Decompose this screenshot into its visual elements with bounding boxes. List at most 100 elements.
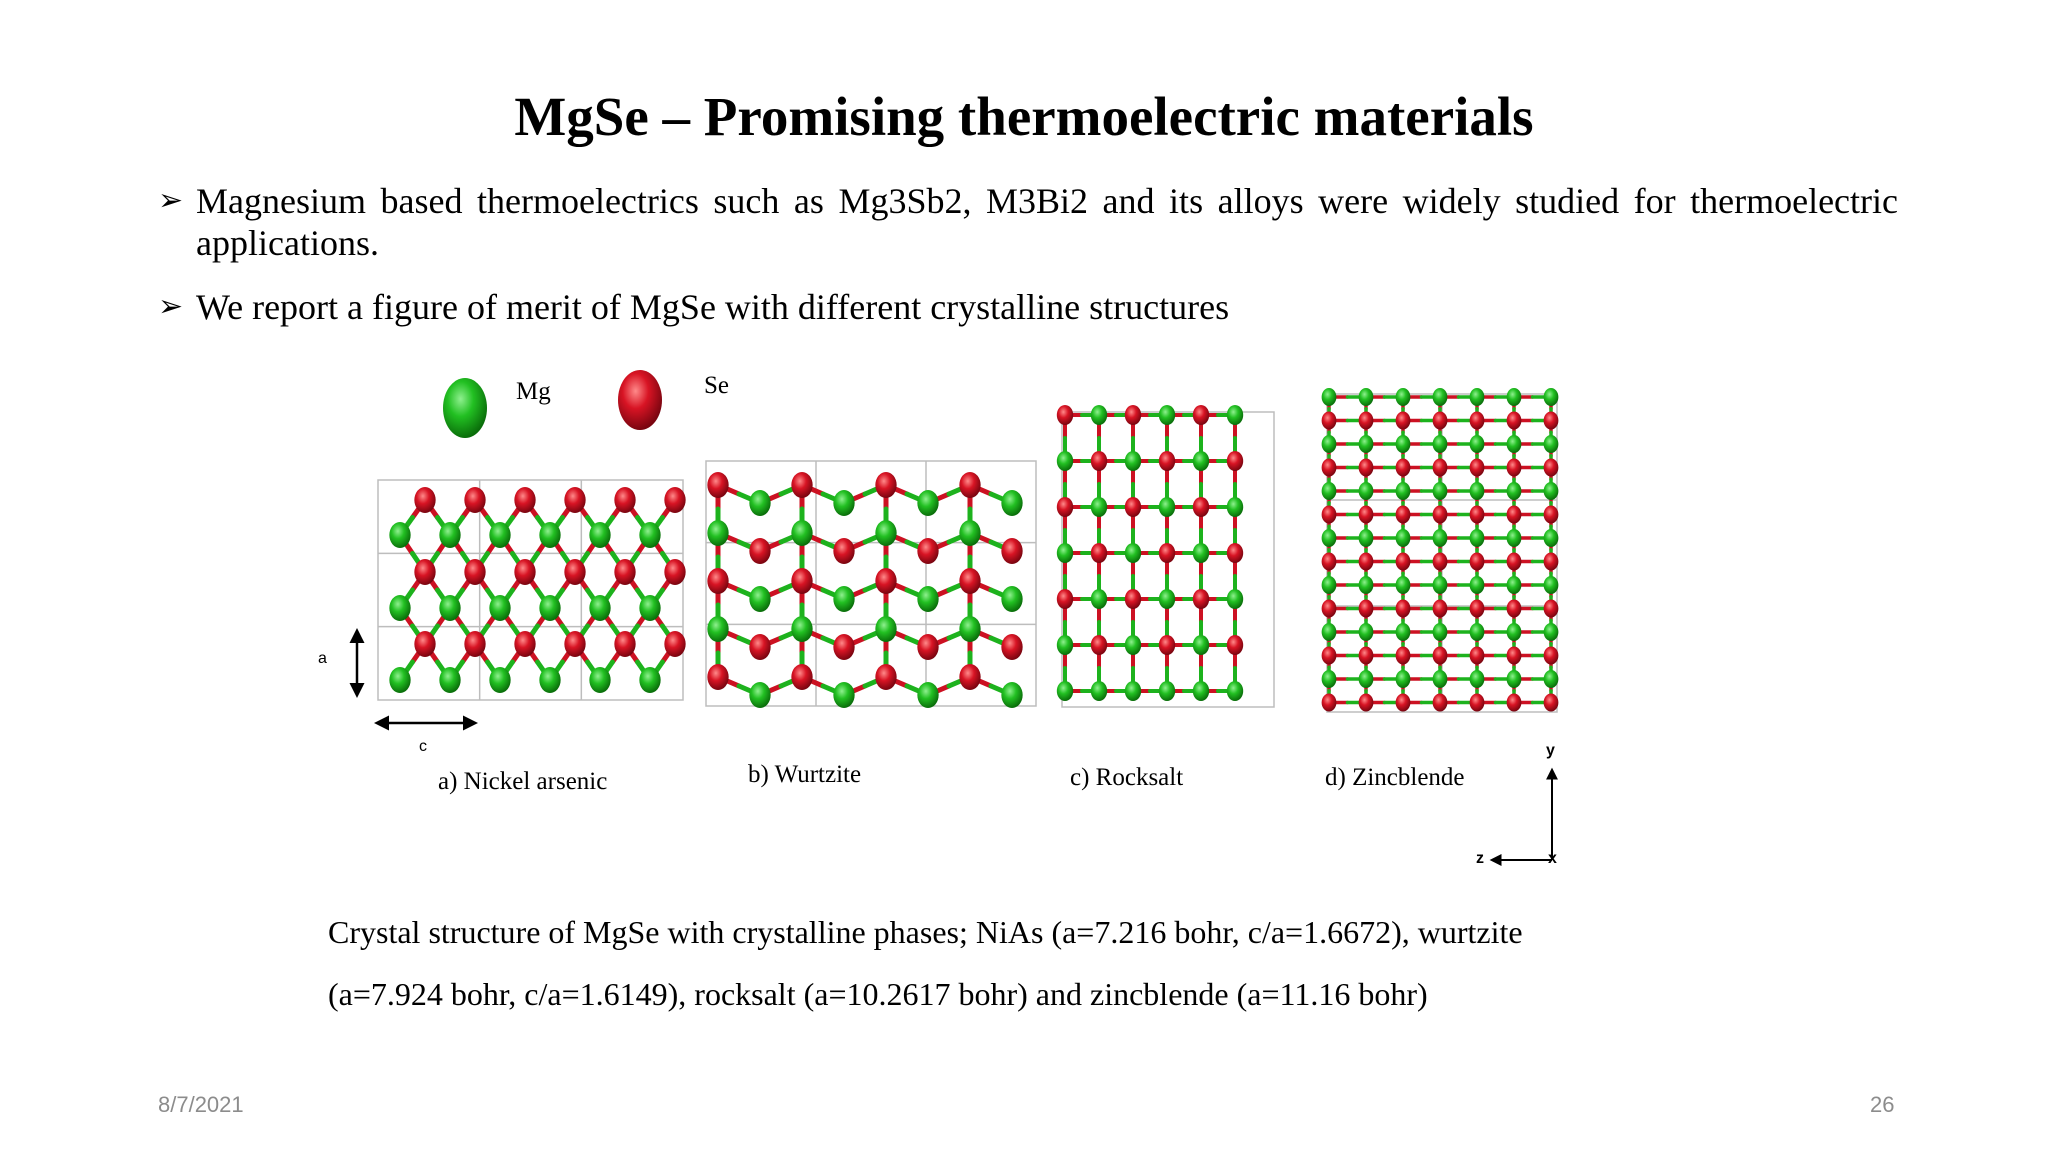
se-atom <box>1432 411 1448 430</box>
se-atom <box>1321 646 1337 665</box>
se-atom <box>1124 405 1142 425</box>
mg-atom <box>791 520 813 546</box>
rocksalt-structure <box>1056 405 1275 708</box>
mg-atom <box>1469 388 1485 406</box>
se-atom <box>1090 635 1108 655</box>
bullet-text: Magnesium based thermoelectrics such as … <box>196 181 1898 263</box>
se-atom <box>1124 497 1142 517</box>
se-atom <box>414 487 436 513</box>
se-atom <box>1543 411 1559 430</box>
se-atom <box>1158 451 1176 471</box>
mg-atom <box>1543 623 1559 641</box>
se-atom <box>664 631 686 657</box>
se-atom <box>1506 458 1522 477</box>
mg-atom <box>489 522 511 548</box>
se-atom <box>1432 458 1448 477</box>
se-atom <box>1056 589 1074 609</box>
se-atom <box>564 631 586 657</box>
mg-atom <box>1506 670 1522 688</box>
bullet-item: ➢ We report a figure of merit of MgSe wi… <box>158 286 1898 328</box>
se-atom <box>614 631 636 657</box>
se-atom <box>1506 599 1522 618</box>
se-atom <box>1395 458 1411 477</box>
se-atom <box>1543 693 1559 712</box>
mg-atom <box>959 616 981 642</box>
se-atom <box>1321 693 1337 712</box>
axis-y-label: y <box>1546 742 1555 759</box>
mg-atom <box>1543 388 1559 406</box>
se-atom <box>1543 458 1559 477</box>
mg-atom <box>917 586 939 612</box>
mg-atom <box>1226 405 1244 425</box>
caption-zincblende: d) Zincblende <box>1325 764 1465 791</box>
mg-atom <box>875 520 897 546</box>
mg-atom <box>1432 576 1448 594</box>
se-atom <box>1090 543 1108 563</box>
mg-atom <box>749 682 771 708</box>
se-atom <box>1395 646 1411 665</box>
mg-atom <box>1395 482 1411 500</box>
mg-atom <box>875 616 897 642</box>
nickel-arsenic-structure <box>377 479 686 701</box>
se-atom <box>464 631 486 657</box>
se-atom <box>1543 505 1559 524</box>
se-atom <box>1432 552 1448 571</box>
se-atom <box>833 634 855 660</box>
mg-atom <box>1506 482 1522 500</box>
se-atom <box>1056 405 1074 425</box>
mg-atom <box>1432 670 1448 688</box>
caption-wurtzite: b) Wurtzite <box>748 761 862 788</box>
se-atom <box>917 634 939 660</box>
mg-atom <box>589 667 611 693</box>
mg-atom <box>639 667 661 693</box>
mg-atom <box>749 586 771 612</box>
se-atom <box>1506 552 1522 571</box>
figure-caption-line-1: Crystal structure of MgSe with crystalli… <box>328 914 1523 950</box>
se-atom <box>875 664 897 690</box>
footer-date: 8/7/2021 <box>158 1092 244 1117</box>
mg-atom <box>1358 388 1374 406</box>
mg-atom <box>1090 497 1108 517</box>
atom-legend <box>443 370 662 438</box>
se-atom <box>959 664 981 690</box>
se-atom <box>614 559 636 585</box>
se-atom <box>1358 505 1374 524</box>
mg-atom <box>1090 405 1108 425</box>
mg-atom <box>1506 388 1522 406</box>
se-atom <box>1432 505 1448 524</box>
mg-atom <box>917 490 939 516</box>
se-atom <box>1056 497 1074 517</box>
mg-atom <box>707 520 729 546</box>
mg-atom <box>1395 670 1411 688</box>
mg-atom <box>439 667 461 693</box>
se-atom <box>1358 411 1374 430</box>
mg-atom <box>1321 482 1337 500</box>
mg-atom <box>1469 482 1485 500</box>
mg-atom <box>389 595 411 621</box>
mg-atom <box>1358 623 1374 641</box>
se-atom <box>1506 646 1522 665</box>
se-atom <box>749 634 771 660</box>
mg-atom <box>1432 482 1448 500</box>
se-atom <box>564 487 586 513</box>
se-atom <box>614 487 636 513</box>
mg-atom <box>1543 529 1559 547</box>
mg-atom <box>389 522 411 548</box>
se-atom <box>1124 589 1142 609</box>
mg-atom-legend-icon <box>443 378 487 438</box>
se-atom <box>664 559 686 585</box>
se-atom <box>1395 693 1411 712</box>
lattice-c-label: c <box>419 738 427 755</box>
mg-atom <box>539 667 561 693</box>
footer-page-number: 26 <box>1870 1092 1895 1117</box>
caption-rocksalt: c) Rocksalt <box>1070 764 1184 791</box>
mg-atom <box>1506 529 1522 547</box>
se-atom <box>1321 552 1337 571</box>
se-atom <box>414 559 436 585</box>
se-atom <box>707 472 729 498</box>
mg-atom <box>1001 682 1023 708</box>
mg-atom <box>1432 623 1448 641</box>
mg-atom <box>539 522 561 548</box>
se-atom <box>1543 552 1559 571</box>
mg-atom <box>833 586 855 612</box>
